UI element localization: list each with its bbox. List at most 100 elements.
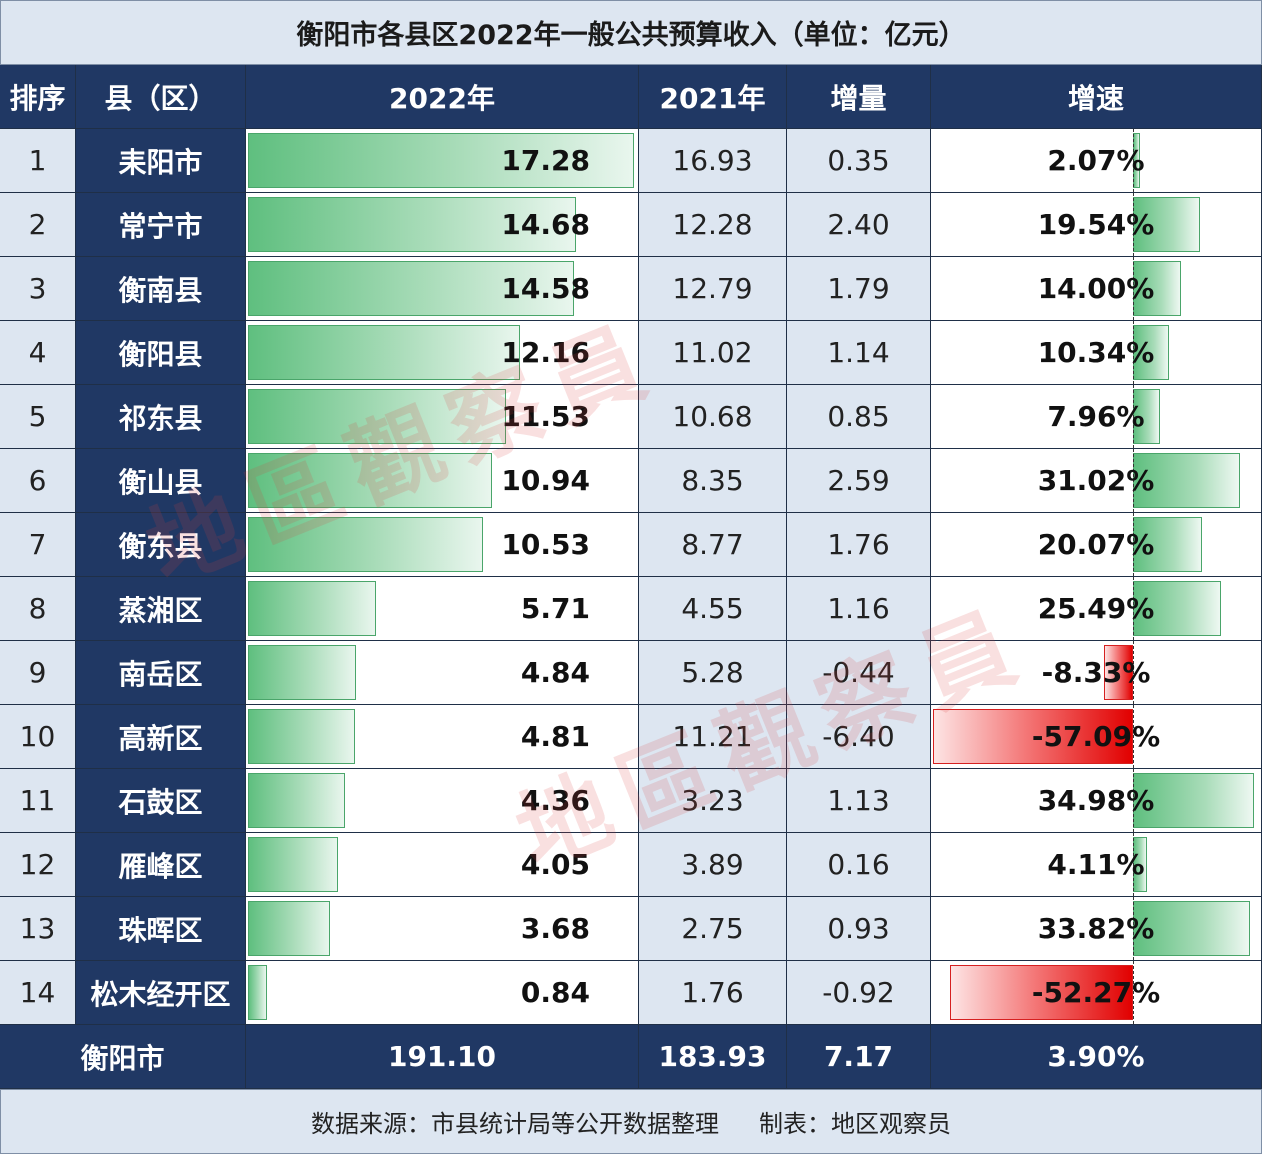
total-increase: 7.17	[787, 1025, 931, 1089]
value-2021: 2.75	[639, 897, 787, 961]
increase-value-text: 2.40	[827, 208, 890, 241]
county-name: 衡阳县	[76, 321, 246, 385]
value-2021: 16.93	[639, 129, 787, 193]
value-2021-text: 11.02	[672, 336, 753, 369]
increase-value-text: -0.44	[822, 656, 895, 689]
value-2022-bar	[248, 709, 355, 764]
growth-label: -57.09%	[1031, 720, 1161, 753]
header-growth: 增速	[931, 65, 1262, 129]
value-2021: 3.23	[639, 769, 787, 833]
growth-positive-bar	[1133, 581, 1221, 636]
zero-axis-line	[1133, 449, 1134, 512]
growth-positive-bar	[1133, 517, 1202, 572]
county-name: 高新区	[76, 705, 246, 769]
county-name-text: 松木经开区	[90, 977, 231, 1011]
rank-cell: 4	[0, 321, 76, 385]
value-2021: 5.28	[639, 641, 787, 705]
value-2021-text: 12.28	[672, 208, 753, 241]
zero-axis-line	[1133, 257, 1134, 320]
rank-cell-text: 6	[28, 464, 47, 497]
value-2021: 8.35	[639, 449, 787, 513]
value-2022-label: 4.36	[520, 784, 590, 817]
increase-value-text: 2.59	[827, 464, 890, 497]
total-name: 衡阳市	[0, 1025, 246, 1089]
growth-cell: 33.82%	[931, 897, 1262, 961]
value-2021-text: 3.23	[681, 784, 744, 817]
value-2022-bar	[248, 965, 267, 1020]
county-name: 石鼓区	[76, 769, 246, 833]
increase-value-text: 0.16	[827, 848, 890, 881]
value-2022-label: 0.84	[520, 976, 590, 1009]
increase-value: 1.79	[787, 257, 931, 321]
county-name-text: 衡南县	[118, 273, 203, 307]
data-table: 排序 县（区） 2022年 2021年 增量 增速 1 耒阳市 17.28 16.93 0.35 2.…	[0, 65, 1262, 1089]
growth-cell: 4.11%	[931, 833, 1262, 897]
growth-label: 7.96%	[1047, 400, 1145, 433]
value-2022-bar	[248, 453, 492, 508]
increase-value-text: -0.92	[822, 976, 895, 1009]
value-2022-cell: 5.71	[246, 577, 639, 641]
county-name-text: 高新区	[118, 721, 203, 755]
total-growth: 3.90%	[931, 1025, 1262, 1089]
rank-cell-text: 1	[28, 144, 47, 177]
total-2022-text: 191.10	[387, 1040, 497, 1073]
header-growth-text: 增速	[1067, 81, 1124, 115]
value-2022-label: 12.16	[501, 336, 590, 369]
county-name: 祁东县	[76, 385, 246, 449]
rank-cell: 7	[0, 513, 76, 577]
total-2021: 183.93	[639, 1025, 787, 1089]
value-2021: 10.68	[639, 385, 787, 449]
value-2022-cell: 4.05	[246, 833, 639, 897]
header-increase: 增量	[787, 65, 931, 129]
rank-cell-text: 5	[28, 400, 47, 433]
total-growth-text: 3.90%	[1047, 1040, 1145, 1073]
value-2022-label: 3.68	[520, 912, 590, 945]
increase-value-text: 0.35	[827, 144, 890, 177]
value-2022-bar	[248, 517, 483, 572]
value-2021: 1.76	[639, 961, 787, 1025]
growth-label: -8.33%	[1041, 656, 1151, 689]
header-y2021: 2021年	[639, 65, 787, 129]
county-name: 雁峰区	[76, 833, 246, 897]
rank-cell-text: 4	[28, 336, 47, 369]
zero-axis-line	[1133, 705, 1134, 768]
header-y2022-text: 2022年	[389, 81, 495, 115]
value-2022-label: 5.71	[520, 592, 590, 625]
growth-cell: -57.09%	[931, 705, 1262, 769]
value-2021: 12.79	[639, 257, 787, 321]
increase-value: 0.16	[787, 833, 931, 897]
rank-cell-text: 14	[19, 976, 56, 1009]
growth-positive-bar	[1133, 773, 1254, 828]
value-2022-cell: 11.53	[246, 385, 639, 449]
value-2022-cell: 17.28	[246, 129, 639, 193]
county-name: 衡东县	[76, 513, 246, 577]
value-2021-text: 11.21	[672, 720, 753, 753]
increase-value-text: 0.93	[827, 912, 890, 945]
value-2021-text: 2.75	[681, 912, 744, 945]
increase-value: 1.14	[787, 321, 931, 385]
zero-axis-line	[1133, 833, 1134, 896]
value-2022-cell: 14.68	[246, 193, 639, 257]
header-county: 县（区）	[76, 65, 246, 129]
value-2022-label: 4.84	[520, 656, 590, 689]
growth-label: 20.07%	[1037, 528, 1155, 561]
zero-axis-line	[1133, 513, 1134, 576]
increase-value: 1.16	[787, 577, 931, 641]
county-name-text: 常宁市	[118, 209, 203, 243]
value-2021-text: 8.77	[681, 528, 744, 561]
increase-value-text: 1.14	[827, 336, 890, 369]
total-2021-text: 183.93	[658, 1040, 767, 1073]
value-2022-cell: 14.58	[246, 257, 639, 321]
value-2022-label: 4.81	[520, 720, 590, 753]
county-name: 松木经开区	[76, 961, 246, 1025]
value-2022-cell: 10.94	[246, 449, 639, 513]
increase-value: 2.59	[787, 449, 931, 513]
rank-cell: 8	[0, 577, 76, 641]
growth-negative-bar	[1104, 645, 1133, 700]
rank-cell: 11	[0, 769, 76, 833]
value-2022-bar	[248, 389, 506, 444]
rank-cell-text: 3	[28, 272, 47, 305]
value-2022-bar	[248, 197, 576, 252]
growth-cell: -52.27%	[931, 961, 1262, 1025]
header-rank: 排序	[0, 65, 76, 129]
